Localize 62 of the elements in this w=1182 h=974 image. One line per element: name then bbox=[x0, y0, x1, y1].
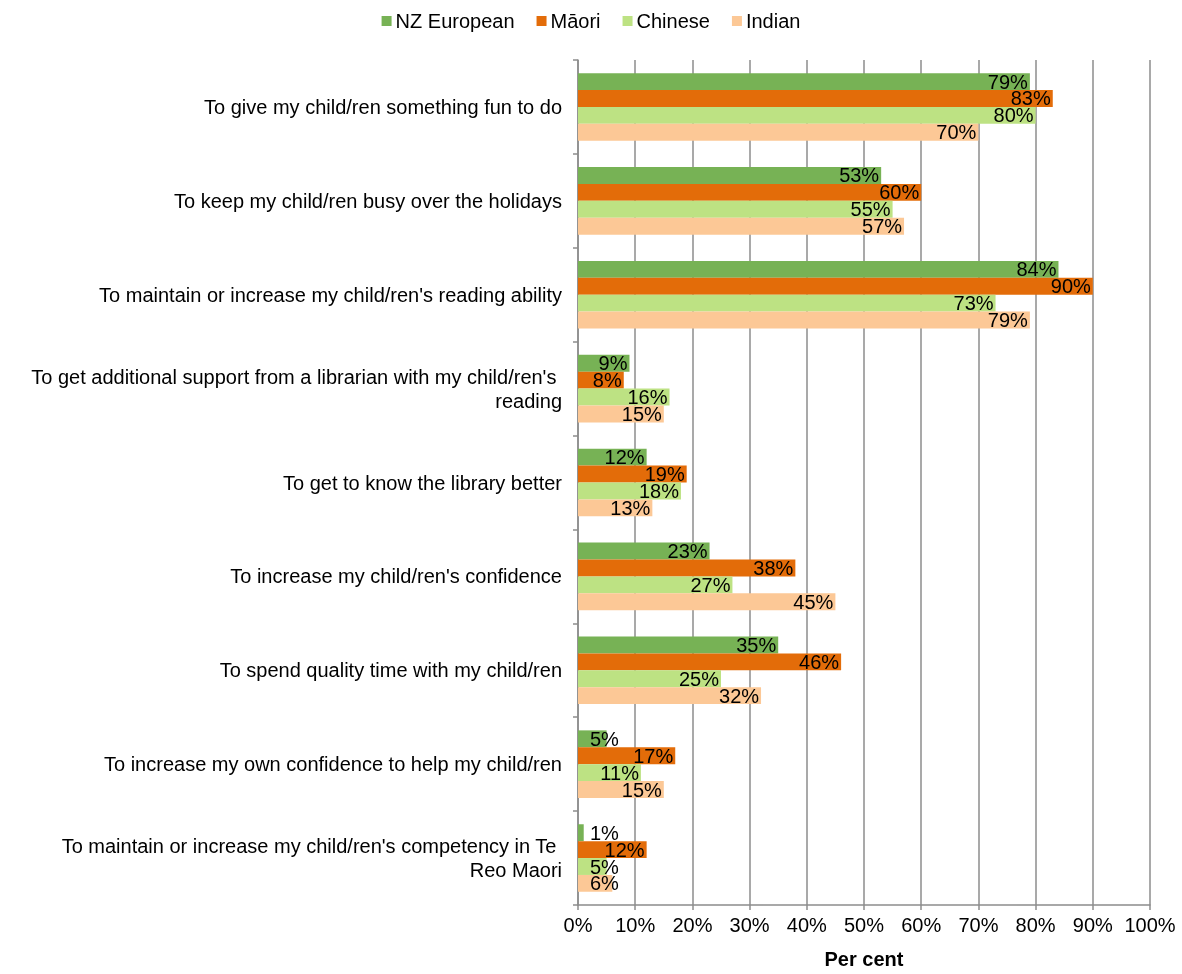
data-label: 53% bbox=[839, 164, 880, 187]
legend-label: NZ European bbox=[395, 10, 515, 32]
x-tick-label: 80% bbox=[1015, 914, 1056, 936]
bar bbox=[578, 123, 979, 141]
data-label: 12% bbox=[604, 446, 645, 469]
bar bbox=[578, 653, 842, 671]
x-tick-label: 20% bbox=[672, 914, 713, 936]
bar bbox=[578, 90, 1053, 107]
data-label: 8% bbox=[592, 369, 622, 392]
bar bbox=[578, 106, 1036, 124]
data-label: 27% bbox=[690, 573, 731, 596]
bar bbox=[578, 167, 882, 184]
legend-label: Māori bbox=[550, 10, 601, 32]
data-label: 90% bbox=[1050, 275, 1092, 298]
legend-label: Chinese bbox=[636, 10, 710, 32]
y-tick-label: To keep my child/ren busy over the holidays bbox=[174, 189, 562, 212]
data-label: 23% bbox=[667, 540, 708, 563]
y-tick-label: To increase my own confidence to help my child/ren bbox=[103, 753, 562, 776]
bar bbox=[578, 200, 893, 218]
x-tick-label: 60% bbox=[901, 914, 942, 936]
y-tick-label: To get to know the library better bbox=[282, 471, 563, 494]
bar bbox=[578, 636, 779, 654]
data-label: 17% bbox=[633, 744, 674, 767]
y-tick-label: To maintain or increase my child/ren's competency in Te Reo Maori bbox=[61, 835, 562, 882]
y-tick-label: To spend quality time with my child/ren bbox=[219, 659, 562, 682]
data-label: 80% bbox=[993, 104, 1034, 127]
bar bbox=[578, 260, 1059, 278]
x-tick-label: 100% bbox=[1124, 914, 1176, 936]
data-label: 35% bbox=[736, 633, 777, 656]
x-tick-label: 10% bbox=[615, 914, 656, 936]
legend-label: Indian bbox=[745, 10, 801, 32]
x-tick-label: 0% bbox=[563, 914, 593, 936]
data-label: 79% bbox=[987, 309, 1029, 332]
bar bbox=[578, 73, 1030, 91]
x-tick-label: 90% bbox=[1072, 914, 1114, 936]
data-label: 45% bbox=[793, 590, 834, 613]
x-tick-label: 30% bbox=[729, 914, 770, 936]
data-label: 57% bbox=[862, 215, 903, 238]
bar bbox=[578, 559, 796, 577]
bar bbox=[578, 687, 762, 705]
data-label: 70% bbox=[936, 121, 977, 144]
y-tick-label: To increase my child/ren's confidence bbox=[230, 565, 562, 588]
bar bbox=[578, 593, 836, 611]
x-axis-title: Per cent bbox=[824, 948, 904, 970]
data-label: 1% bbox=[590, 821, 620, 844]
bar bbox=[578, 217, 905, 235]
data-label: 46% bbox=[799, 650, 840, 673]
data-label: 38% bbox=[753, 556, 794, 579]
bar bbox=[578, 311, 1030, 329]
bar bbox=[578, 277, 1093, 295]
data-label: 32% bbox=[719, 684, 760, 707]
y-tick-label: To give my child/ren something fun to do bbox=[204, 95, 562, 118]
y-tick-label: To get additional support from a librarian with my child/ren's reading bbox=[31, 365, 562, 412]
x-tick-label: 70% bbox=[958, 914, 999, 936]
data-label: 25% bbox=[678, 667, 720, 690]
x-tick-label: 50% bbox=[843, 914, 885, 936]
bar bbox=[578, 576, 733, 594]
bar bbox=[578, 183, 922, 201]
y-tick-label: To maintain or increase my child/ren's reading ability bbox=[99, 283, 562, 306]
x-tick-label: 40% bbox=[786, 914, 828, 936]
bar bbox=[578, 294, 996, 312]
bar bbox=[578, 824, 584, 842]
